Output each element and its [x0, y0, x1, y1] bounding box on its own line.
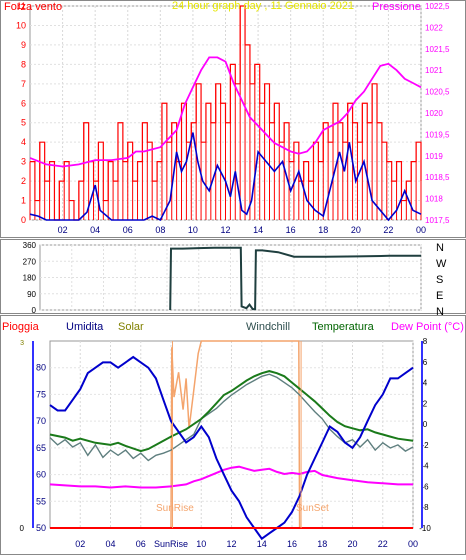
wind-direction-series [169, 246, 421, 311]
solar-series [170, 340, 301, 529]
pressure-tick-label: 1017,5 [425, 216, 450, 225]
wind-speed-tick-label: 5 [21, 118, 26, 128]
x-tick-label: 14 [257, 539, 267, 549]
x-tick-label: 06 [136, 539, 146, 549]
solar-axis-label: Solar [118, 321, 144, 333]
x-tick-label: 00 [416, 225, 426, 235]
wind-speed-axis-label: Forza vento [4, 1, 62, 13]
direction-tick-label: 90 [27, 290, 36, 299]
rain-axis-label: Pioggia [2, 321, 40, 333]
x-tick-label: 20 [351, 225, 361, 235]
x-tick-label: 14 [253, 225, 263, 235]
pressure-tick-label: 1019,5 [425, 130, 450, 139]
direction-tick-label: 270 [23, 257, 37, 266]
x-tick-label: 16 [287, 539, 297, 549]
windchill-legend-label: Windchill [246, 321, 290, 333]
wind-speed-tick-label: 8 [21, 59, 26, 69]
compass-label: E [436, 290, 443, 302]
pressure-series [29, 56, 422, 168]
humidity-tick-label: 70 [36, 416, 46, 426]
wind-average-series [29, 132, 422, 222]
x-tick-label: 20 [347, 539, 357, 549]
x-tick-label: 12 [220, 225, 230, 235]
compass-label: S [436, 274, 443, 286]
pressure-axis-label: Pressione [372, 1, 421, 13]
pressure-tick-label: 1021 [425, 66, 443, 75]
pressure-tick-label: 1018,5 [425, 173, 450, 182]
temperature-tick-label: 8 [423, 337, 428, 346]
pressure-tick-label: 1022,5 [425, 2, 450, 11]
pressure-tick-label: 1021,5 [425, 45, 450, 54]
wind-speed-tick-label: 0 [21, 215, 26, 225]
windchill-series [49, 373, 414, 462]
temperature-legend-label: Temperatura [312, 321, 375, 333]
pressure-tick-label: 1020,5 [425, 88, 450, 97]
wind-speed-tick-label: 11 [17, 1, 26, 11]
temperature-tick-label: 6 [423, 358, 428, 367]
x-tick-label: 04 [90, 225, 100, 235]
x-tick-label: 10 [188, 225, 198, 235]
chart-title: 24 hour graph day , 11 Gennaio 2021 [172, 0, 354, 12]
direction-tick-label: 180 [23, 274, 37, 283]
x-tick-label: 02 [75, 539, 85, 549]
dewpoint-axis-label: Dew Point (°C) [391, 321, 464, 333]
dewpoint-series [49, 465, 413, 489]
wind-speed-tick-label: 6 [21, 98, 26, 108]
temperature-tick-label: -2 [421, 441, 429, 450]
temperature-tick-label: -10 [419, 524, 431, 533]
wind-speed-tick-label: 1 [21, 196, 26, 206]
x-tick-sunrise-label: SunRise [154, 539, 188, 549]
wind-speed-tick-label: 7 [21, 79, 26, 89]
solar-tick-label: 3 [20, 340, 24, 347]
wind-gust-series [30, 5, 422, 221]
humidity-tick-label: 60 [36, 470, 46, 480]
temperature-tick-label: -6 [421, 482, 429, 491]
x-tick-label: 12 [226, 539, 236, 549]
sunset-annotation: SunSet [296, 503, 329, 514]
x-tick-label: 16 [286, 225, 296, 235]
wind-speed-tick-label: 4 [21, 137, 26, 147]
x-tick-label: 18 [317, 539, 327, 549]
pressure-tick-label: 1019 [425, 152, 443, 161]
temperature-tick-label: 0 [423, 420, 428, 429]
x-tick-label: 06 [123, 225, 133, 235]
humidity-axis-label: Umidita [66, 321, 104, 333]
x-tick-label: 00 [408, 539, 418, 549]
direction-tick-label: 0 [32, 306, 37, 315]
x-tick-label: 22 [378, 539, 388, 549]
wind-speed-tick-label: 2 [21, 176, 26, 186]
pressure-tick-label: 1018 [425, 195, 443, 204]
temperature-tick-label: -4 [421, 462, 429, 471]
x-tick-label: 08 [155, 225, 165, 235]
humidity-tick-label: 80 [36, 363, 46, 373]
wind-speed-tick-label: 3 [21, 157, 26, 167]
x-tick-label: 02 [58, 225, 68, 235]
direction-tick-label: 360 [23, 241, 37, 250]
humidity-tick-label: 50 [36, 523, 46, 533]
pressure-tick-label: 1022 [425, 23, 443, 32]
temperature-tick-label: -8 [421, 503, 429, 512]
compass-label: W [436, 258, 447, 270]
compass-label: N [436, 242, 444, 254]
wind-speed-tick-label: 9 [21, 40, 26, 50]
compass-label: N [436, 306, 444, 318]
humidity-tick-label: 75 [36, 389, 46, 399]
humidity-tick-label: 65 [36, 443, 46, 453]
temperature-series [49, 370, 414, 453]
x-tick-label: 10 [196, 539, 206, 549]
humidity-tick-label: 55 [36, 496, 46, 506]
x-tick-label: 04 [105, 539, 115, 549]
humidity-series [49, 355, 414, 541]
temperature-tick-label: 2 [423, 399, 428, 408]
x-tick-label: 22 [383, 225, 393, 235]
sunrise-annotation: SunRise [156, 503, 194, 514]
x-tick-label: 18 [318, 225, 328, 235]
temperature-tick-label: 4 [423, 379, 428, 388]
pressure-tick-label: 1020 [425, 109, 443, 118]
wind-speed-tick-label: 10 [16, 20, 26, 30]
rain-tick-label: 0 [20, 524, 25, 533]
